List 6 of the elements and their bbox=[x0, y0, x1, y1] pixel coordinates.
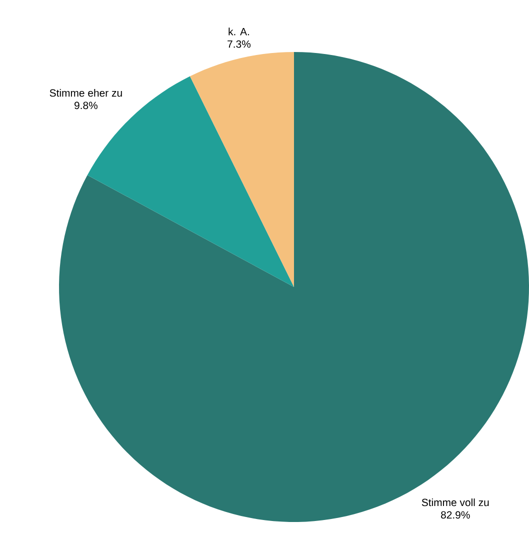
data-label: 82.9% bbox=[441, 511, 470, 519]
slice-label: k. A. bbox=[228, 28, 249, 36]
data-label: 9.8% bbox=[74, 102, 98, 110]
slice-label: Stimme eher zu bbox=[50, 88, 122, 97]
slice-label: Stimme voll zu bbox=[422, 498, 489, 506]
data-label: 7.3% bbox=[228, 40, 251, 48]
